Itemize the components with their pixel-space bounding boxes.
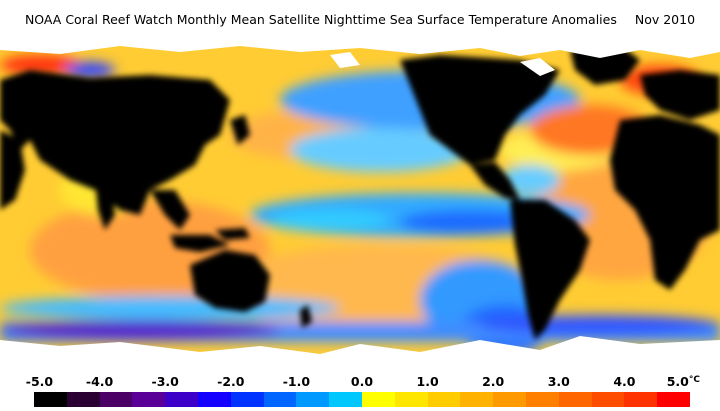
sst-anomaly-map [0,40,720,370]
colorbar-swatch [230,392,264,407]
colorbar-tick-label: 1.0 [416,374,439,389]
map-title: NOAA Coral Reef Watch Monthly Mean Satel… [0,4,720,34]
colorbar-swatch [591,392,625,407]
colorbar-swatch [197,392,231,407]
colorbar-tick-label: -2.0 [217,374,245,389]
colorbar-swatch [558,392,592,407]
colorbar-tick-label: 4.0 [613,374,636,389]
colorbar-swatch [66,392,100,407]
colorbar-swatch [361,392,395,407]
colorbar-tick-labels: -5.0 -4.0 -3.0 -2.0 -1.0 0.0 1.0 2.0 3.0 4.0 5.0°C [0,374,720,390]
colorbar-swatch [263,392,297,407]
colorbar [34,392,690,407]
colorbar-swatch [165,392,198,407]
colorbar-swatch [329,392,362,407]
colorbar-swatch [34,392,67,407]
colorbar-swatch [493,392,526,407]
map-svg [0,40,720,370]
colorbar-tick-label: -4.0 [85,374,114,389]
land-masses [0,45,720,340]
colorbar-swatch [132,392,166,407]
colorbar-unit: °C [688,375,700,385]
colorbar-tick-label: 0.0 [350,374,374,389]
colorbar-swatch [460,392,494,407]
colorbar-swatch [427,392,461,407]
colorbar-tick-label: 2.0 [482,374,505,389]
colorbar-tick-label: -3.0 [151,374,179,389]
colorbar-swatch [624,392,658,407]
colorbar-swatch [99,392,133,407]
color-scale: -5.0 -4.0 -3.0 -2.0 -1.0 0.0 1.0 2.0 3.0 4.0 5.0°C [0,372,720,411]
colorbar-tick-label: -5.0 [25,374,54,389]
colorbar-swatch [394,392,428,407]
colorbar-tick-label: -1.0 [282,374,311,389]
title-text: NOAA Coral Reef Watch Monthly Mean Satel… [24,11,617,27]
colorbar-swatch [657,392,690,407]
sea-ice [0,40,720,370]
title-date: Nov 2010 [634,11,696,27]
colorbar-swatch [525,392,559,407]
colorbar-swatch [296,392,330,407]
colorbar-tick-label: 3.0 [547,374,570,389]
colorbar-tick-label: 5.0°C [666,374,700,389]
